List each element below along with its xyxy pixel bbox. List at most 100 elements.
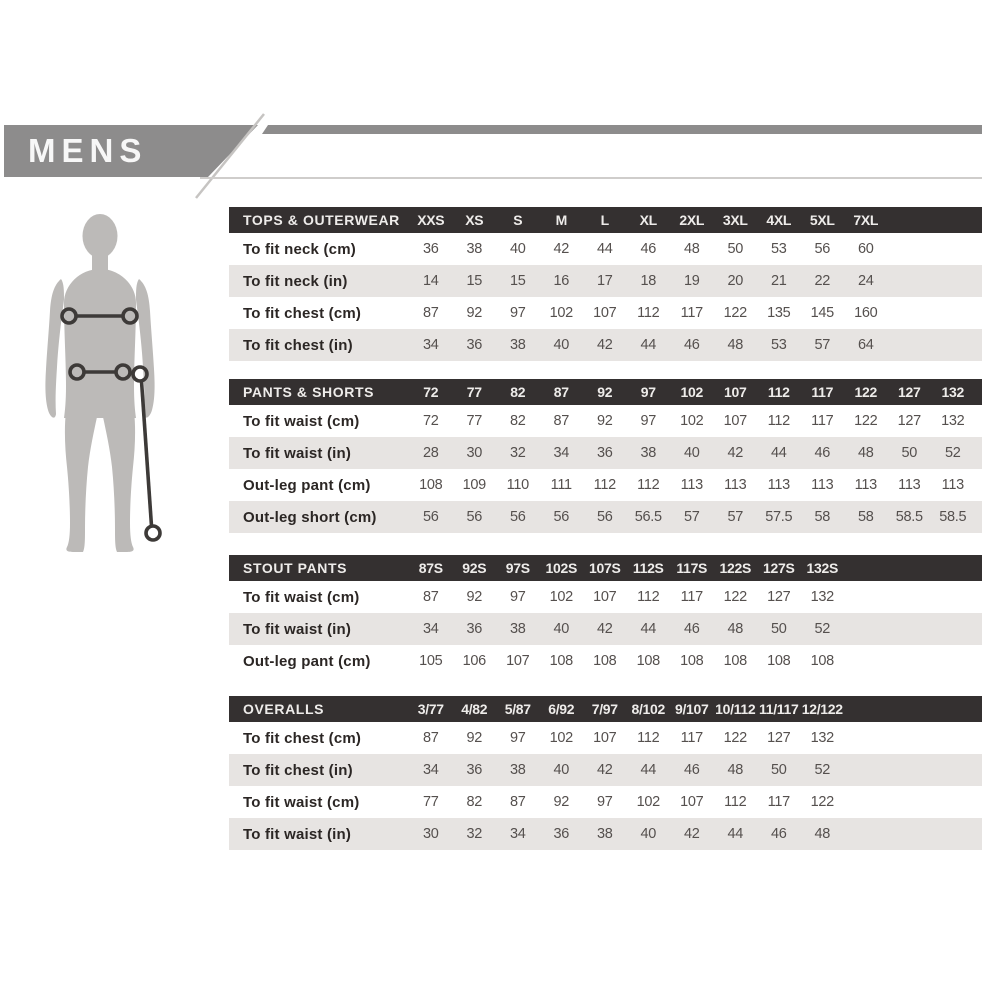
table-header-bar: TOPS & OUTERWEAR XXS XS S M L XL 2XL 3XL 4XL 5XL 7X… [229,207,982,233]
cell-value: 15 [466,273,483,289]
table-row: Out-leg pant (cm) 108 109 110 111 112 112 113 11… [229,469,982,501]
cell-value: 38 [466,241,483,257]
cell-value: 64 [857,337,874,353]
cell-value: 107 [680,794,704,810]
cell-value: 42 [596,762,613,778]
cell-value: 108 [419,477,443,493]
cell-value: 112 [637,730,660,746]
cell-value: 87 [422,730,439,746]
cell-value: 57 [814,337,831,353]
cell-value: 92 [466,305,483,321]
column-header: 122 [854,384,878,400]
cell-value: 40 [553,621,570,637]
body-silhouette [45,214,155,552]
cell-value: 109 [462,477,487,493]
size-table-overalls: OVERALLS 3/77 4/82 5/87 6/92 7/97 8/102 9/107 10… [229,696,982,850]
table-row: To fit neck (cm) 36 38 40 42 44 46 48 50 53 56 60 [229,233,982,265]
cell-value: 52 [944,445,961,461]
cell-value: 42 [553,241,570,257]
mens-banner: MENS [4,125,258,177]
cell-value: 53 [770,241,787,257]
cell-value: 46 [683,337,700,353]
column-header: 127 [898,384,921,400]
table-title: TOPS & OUTERWEAR [243,212,400,228]
cell-value: 44 [640,762,657,778]
column-header: 107 [724,384,747,400]
cell-value: 145 [810,305,835,321]
cell-value: 108 [636,653,661,669]
cell-value: 36 [553,826,570,842]
row-label: To fit waist (in) [243,620,352,638]
row-label: Out-leg pant (cm) [243,652,371,670]
cell-value: 14 [422,273,439,289]
cell-value: 122 [723,589,748,605]
male-figure-silhouette [45,214,162,552]
cell-value: 36 [422,241,439,257]
table-row: To fit neck (in) 14 15 15 16 17 18 19 20 21 22 24 [229,265,982,297]
cell-value: 82 [466,794,483,810]
column-header: 7XL [853,212,879,228]
column-header: 87 [553,384,569,400]
cell-value: 38 [596,826,613,842]
column-header: 97S [505,560,530,576]
cell-value: 48 [857,445,874,461]
column-header: XL [639,212,658,228]
column-header: 97 [640,384,656,400]
column-header: 102S [545,560,578,576]
cell-value: 19 [683,273,700,289]
banner-stripe [262,125,982,134]
row-label: To fit neck (cm) [243,240,356,258]
cell-value: 56 [466,509,483,525]
cell-value: 87 [509,794,526,810]
column-header: 87S [418,560,443,576]
cell-value: 42 [727,445,744,461]
cell-value: 107 [593,730,617,746]
cell-value: 106 [462,653,487,669]
cell-value: 113 [941,477,965,493]
cell-value: 58.5 [939,509,967,525]
cell-value: 40 [683,445,700,461]
cell-value: 48 [727,337,744,353]
cell-value: 52 [814,762,831,778]
cell-value: 112 [637,477,660,493]
cell-value: 18 [640,273,657,289]
cell-value: 113 [767,477,791,493]
cell-value: 97 [509,730,526,746]
cell-value: 50 [727,241,744,257]
cell-value: 40 [553,337,570,353]
column-header: 92 [597,384,613,400]
column-header: S [513,212,523,228]
cell-value: 97 [509,589,526,605]
size-table-tops-outerwear: TOPS & OUTERWEAR XXS XS S M L XL 2XL 3XL 4XL 5XL 7X… [229,207,982,361]
cell-value: 112 [637,305,660,321]
cell-value: 32 [509,445,526,461]
cell-value: 48 [683,241,700,257]
table-row: Out-leg short (cm) 56 56 56 56 56 56.5 57 57 57.5… [229,501,982,533]
cell-value: 112 [724,794,747,810]
cell-value: 112 [767,413,791,429]
cell-value: 92 [466,589,483,605]
column-header: L [600,212,610,228]
table-row: To fit waist (cm) 77 82 87 92 97 102 107 112 117 1… [229,786,982,818]
cell-value: 108 [680,653,704,669]
cell-value: 108 [810,653,835,669]
cell-value: 48 [814,826,831,842]
cell-value: 97 [509,305,526,321]
row-label: To fit waist (in) [243,825,352,843]
cell-value: 57 [727,509,744,525]
cell-value: 38 [509,337,526,353]
cell-value: 46 [683,621,700,637]
row-label: To fit chest (cm) [243,304,362,322]
table-row: To fit waist (cm) 72 77 82 87 92 97 102 107 112 11… [229,405,982,437]
row-label: To fit chest (cm) [243,729,362,747]
cell-value: 132 [810,589,835,605]
cell-value: 42 [596,337,613,353]
cell-value: 34 [422,337,439,353]
diagonal-slash-line [195,113,265,199]
cell-value: 44 [640,621,657,637]
cell-value: 56.5 [634,509,662,525]
cell-value: 53 [770,337,787,353]
banner-underline [200,177,982,179]
cell-value: 17 [596,273,613,289]
